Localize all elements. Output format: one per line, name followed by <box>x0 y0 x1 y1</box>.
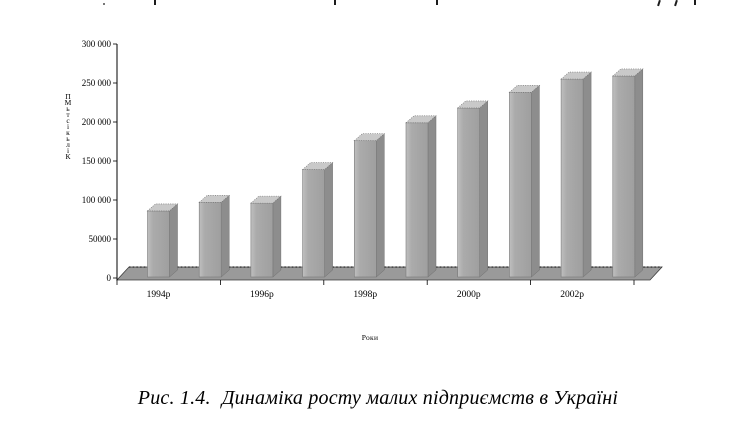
x-tick-label: 2000р <box>457 290 481 300</box>
bar-top-face <box>405 115 437 124</box>
bar-top-face <box>146 203 179 212</box>
text-fragment <box>154 0 156 5</box>
chart-canvas: 0 50000 100 000 150 000 200 000 250 000 300 00… <box>65 39 663 300</box>
bar-top-face <box>250 195 282 204</box>
bar-2002 <box>560 71 592 278</box>
bar-1995 <box>198 194 230 278</box>
y-axis-title-letter: л <box>66 140 70 149</box>
figure-caption-number: Рис. 1.4. <box>137 387 211 409</box>
y-axis-title-letter: і <box>67 122 69 131</box>
y-axis-title-letter: к <box>66 128 70 137</box>
y-axis-title-letter: ь <box>66 104 70 113</box>
x-axis-title: Роки <box>361 333 379 342</box>
bar-1998 <box>353 133 386 278</box>
y-axis-title-letter: ь <box>66 134 70 143</box>
y-axis-title-letter: т <box>66 110 70 119</box>
figure-caption-title: Динаміка росту малих підприємств в Украї… <box>221 387 619 409</box>
bar-top-face <box>508 85 541 93</box>
bar-top-face <box>353 133 386 142</box>
y-tick-label: 250 000 <box>82 78 112 88</box>
bar-1994 <box>146 203 179 278</box>
y-axis-title-letter: М <box>65 98 72 107</box>
bar-front-face <box>302 169 325 278</box>
bar-side-face <box>324 162 333 278</box>
y-tick-label: 200 000 <box>82 117 112 127</box>
y-axis-title-letter: і <box>67 146 69 155</box>
bar-side-face <box>582 71 592 278</box>
bar-front-face <box>457 107 481 278</box>
bar-2003 <box>612 68 644 278</box>
x-tick-label: 2002р <box>560 290 584 300</box>
x-tick-label: 1998р <box>353 290 377 300</box>
bar-side-face <box>220 194 230 278</box>
bar-top-face <box>560 71 592 80</box>
bar-front-face <box>509 92 532 278</box>
bar-front-face <box>612 75 636 278</box>
y-tick-label: 300 000 <box>82 39 112 49</box>
y-axis-title-letter: К <box>65 152 71 161</box>
bar-side-face <box>376 133 385 278</box>
bar-front-face <box>560 78 584 278</box>
bar-1999 <box>405 115 437 278</box>
text-fragment <box>103 3 105 5</box>
bar-top-face <box>612 68 644 77</box>
y-axis-title-letter: П <box>65 92 71 101</box>
bar-1997 <box>301 162 334 278</box>
bar-top-face <box>301 162 334 170</box>
y-tick-label: 100 000 <box>82 195 112 205</box>
bar-top-face <box>198 195 230 203</box>
bar-side-face <box>531 84 540 278</box>
bar-side-face <box>427 115 437 278</box>
bar-2000 <box>456 100 489 278</box>
figure-caption: Рис. 1.4. Динаміка росту малих підприємст… <box>0 387 756 410</box>
y-tick-label: 150 000 <box>82 156 112 166</box>
bar-top-face <box>456 100 489 109</box>
bar-front-face <box>147 210 170 278</box>
bar-side-face <box>634 68 644 278</box>
text-fragment <box>694 0 696 5</box>
x-tick-label: 1996р <box>250 290 274 300</box>
bar-front-face <box>250 202 274 278</box>
bar-side-face <box>479 100 488 278</box>
text-fragment <box>334 0 336 5</box>
bar-1996 <box>250 195 282 278</box>
x-tick-label: 1994р <box>147 290 171 300</box>
bar-side-face <box>169 203 178 278</box>
bar-front-face <box>405 122 429 278</box>
bar-2001 <box>508 84 541 278</box>
bar-front-face <box>198 202 222 278</box>
bar-side-face <box>272 195 282 278</box>
text-fragment <box>436 0 438 5</box>
y-tick-label: 0 <box>107 273 112 283</box>
bar-front-face <box>353 140 377 278</box>
y-axis-title-letter: с <box>66 116 70 125</box>
y-tick-label: 50000 <box>89 234 112 244</box>
